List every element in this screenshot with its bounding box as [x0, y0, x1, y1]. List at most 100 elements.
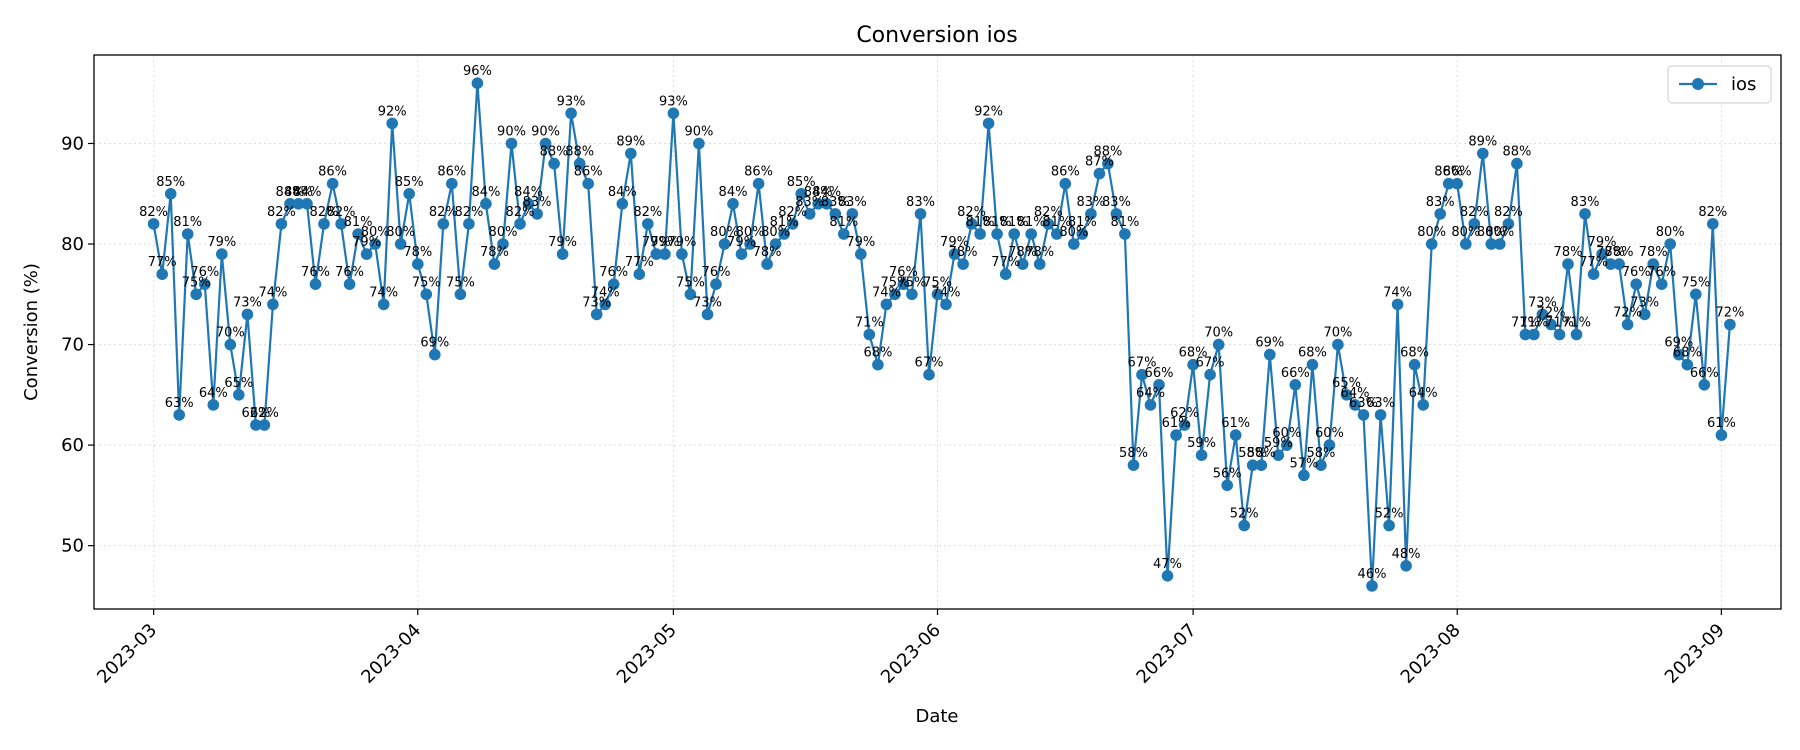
data-label: 83% [821, 195, 850, 210]
data-point [948, 248, 961, 260]
data-label: 90% [531, 125, 560, 140]
data-label: 61% [1221, 416, 1250, 431]
data-point [1613, 258, 1625, 270]
data-point [207, 399, 220, 411]
data-label: 84% [719, 185, 748, 200]
data-point [1357, 409, 1370, 421]
data-point [718, 238, 731, 250]
data-label: 88% [565, 145, 594, 160]
data-label: 65% [224, 376, 253, 391]
data-point [233, 389, 245, 401]
data-label: 80% [1485, 225, 1514, 240]
data-label: 76% [1647, 265, 1676, 280]
data-point [803, 208, 816, 220]
data-label: 83% [795, 195, 824, 210]
data-label: 78% [1554, 245, 1583, 260]
data-point [982, 117, 995, 130]
data-point [1195, 449, 1208, 462]
data-point [1229, 429, 1242, 441]
data-label: 79% [727, 235, 756, 250]
data-point [727, 198, 739, 210]
data-point [1485, 238, 1498, 250]
data-point [880, 298, 893, 311]
data-point [309, 278, 322, 291]
data-point [369, 238, 382, 250]
data-point [548, 157, 560, 170]
data-point [872, 358, 884, 371]
data-point [786, 218, 799, 230]
data-label: 72% [1715, 306, 1744, 321]
data-point [1136, 368, 1148, 381]
data-point [318, 218, 330, 230]
data-label: 77% [625, 255, 654, 270]
data-point [1724, 318, 1736, 331]
data-label: 90% [684, 125, 713, 140]
data-label: 83% [906, 195, 935, 210]
data-label: 80% [1656, 225, 1685, 240]
data-point [1477, 147, 1489, 160]
data-point [360, 248, 373, 260]
data-label: 88% [540, 145, 569, 160]
data-point [1528, 328, 1540, 341]
data-point [999, 268, 1012, 281]
data-label: 88% [1093, 145, 1122, 160]
data-label: 63% [165, 396, 194, 411]
data-label: 87% [1085, 155, 1114, 170]
data-label: 86% [437, 165, 466, 180]
data-point [1272, 449, 1285, 462]
data-label: 73% [1630, 295, 1659, 310]
data-point [906, 288, 918, 301]
data-label: 88% [1502, 145, 1531, 160]
data-point [1289, 379, 1302, 391]
data-point [1434, 208, 1446, 220]
data-label: 77% [148, 255, 177, 270]
data-point [326, 177, 339, 190]
data-label: 52% [1375, 507, 1404, 522]
data-point [855, 248, 867, 260]
data-label: 68% [1179, 346, 1208, 361]
data-label: 84% [514, 185, 543, 200]
data-label: 61% [1707, 416, 1736, 431]
data-label: 81% [1042, 215, 1071, 230]
data-point [403, 188, 416, 200]
data-point [488, 258, 501, 270]
data-label: 70% [216, 326, 245, 341]
data-point [1204, 368, 1216, 381]
data-label: 69% [1255, 336, 1284, 351]
data-point [914, 208, 927, 220]
data-label: 64% [1136, 386, 1165, 401]
legend[interactable]: ios [1667, 65, 1772, 104]
data-label: 82% [429, 205, 458, 220]
data-label: 83% [523, 195, 552, 210]
data-label: 68% [1400, 346, 1429, 361]
data-point [923, 368, 935, 381]
data-label: 75% [897, 275, 926, 290]
data-point [1340, 389, 1353, 401]
data-label: 86% [744, 165, 773, 180]
data-point [1587, 268, 1600, 281]
data-point [744, 238, 756, 250]
data-label: 74% [932, 285, 961, 300]
data-label: 80% [386, 225, 415, 240]
y-axis-ticks: 50 60 70 80 90 [61, 133, 94, 557]
data-label: 89% [616, 135, 645, 150]
data-label: 90% [497, 125, 526, 140]
data-label: 76% [889, 265, 918, 280]
data-point [1144, 399, 1157, 411]
data-label: 68% [1673, 346, 1702, 361]
data-label: 82% [1460, 205, 1489, 220]
data-label: 69% [420, 336, 449, 351]
data-point [795, 188, 807, 200]
data-label: 79% [548, 235, 577, 250]
data-label: 82% [1034, 205, 1063, 220]
data-point [1690, 288, 1702, 301]
data-label: 83% [1076, 195, 1105, 210]
data-label: 80% [361, 225, 390, 240]
data-label: 84% [293, 185, 322, 200]
data-point [1102, 157, 1114, 170]
data-point [633, 268, 646, 281]
data-label: 62% [241, 406, 270, 421]
data-point [267, 298, 279, 311]
data-label: 76% [1622, 265, 1651, 280]
